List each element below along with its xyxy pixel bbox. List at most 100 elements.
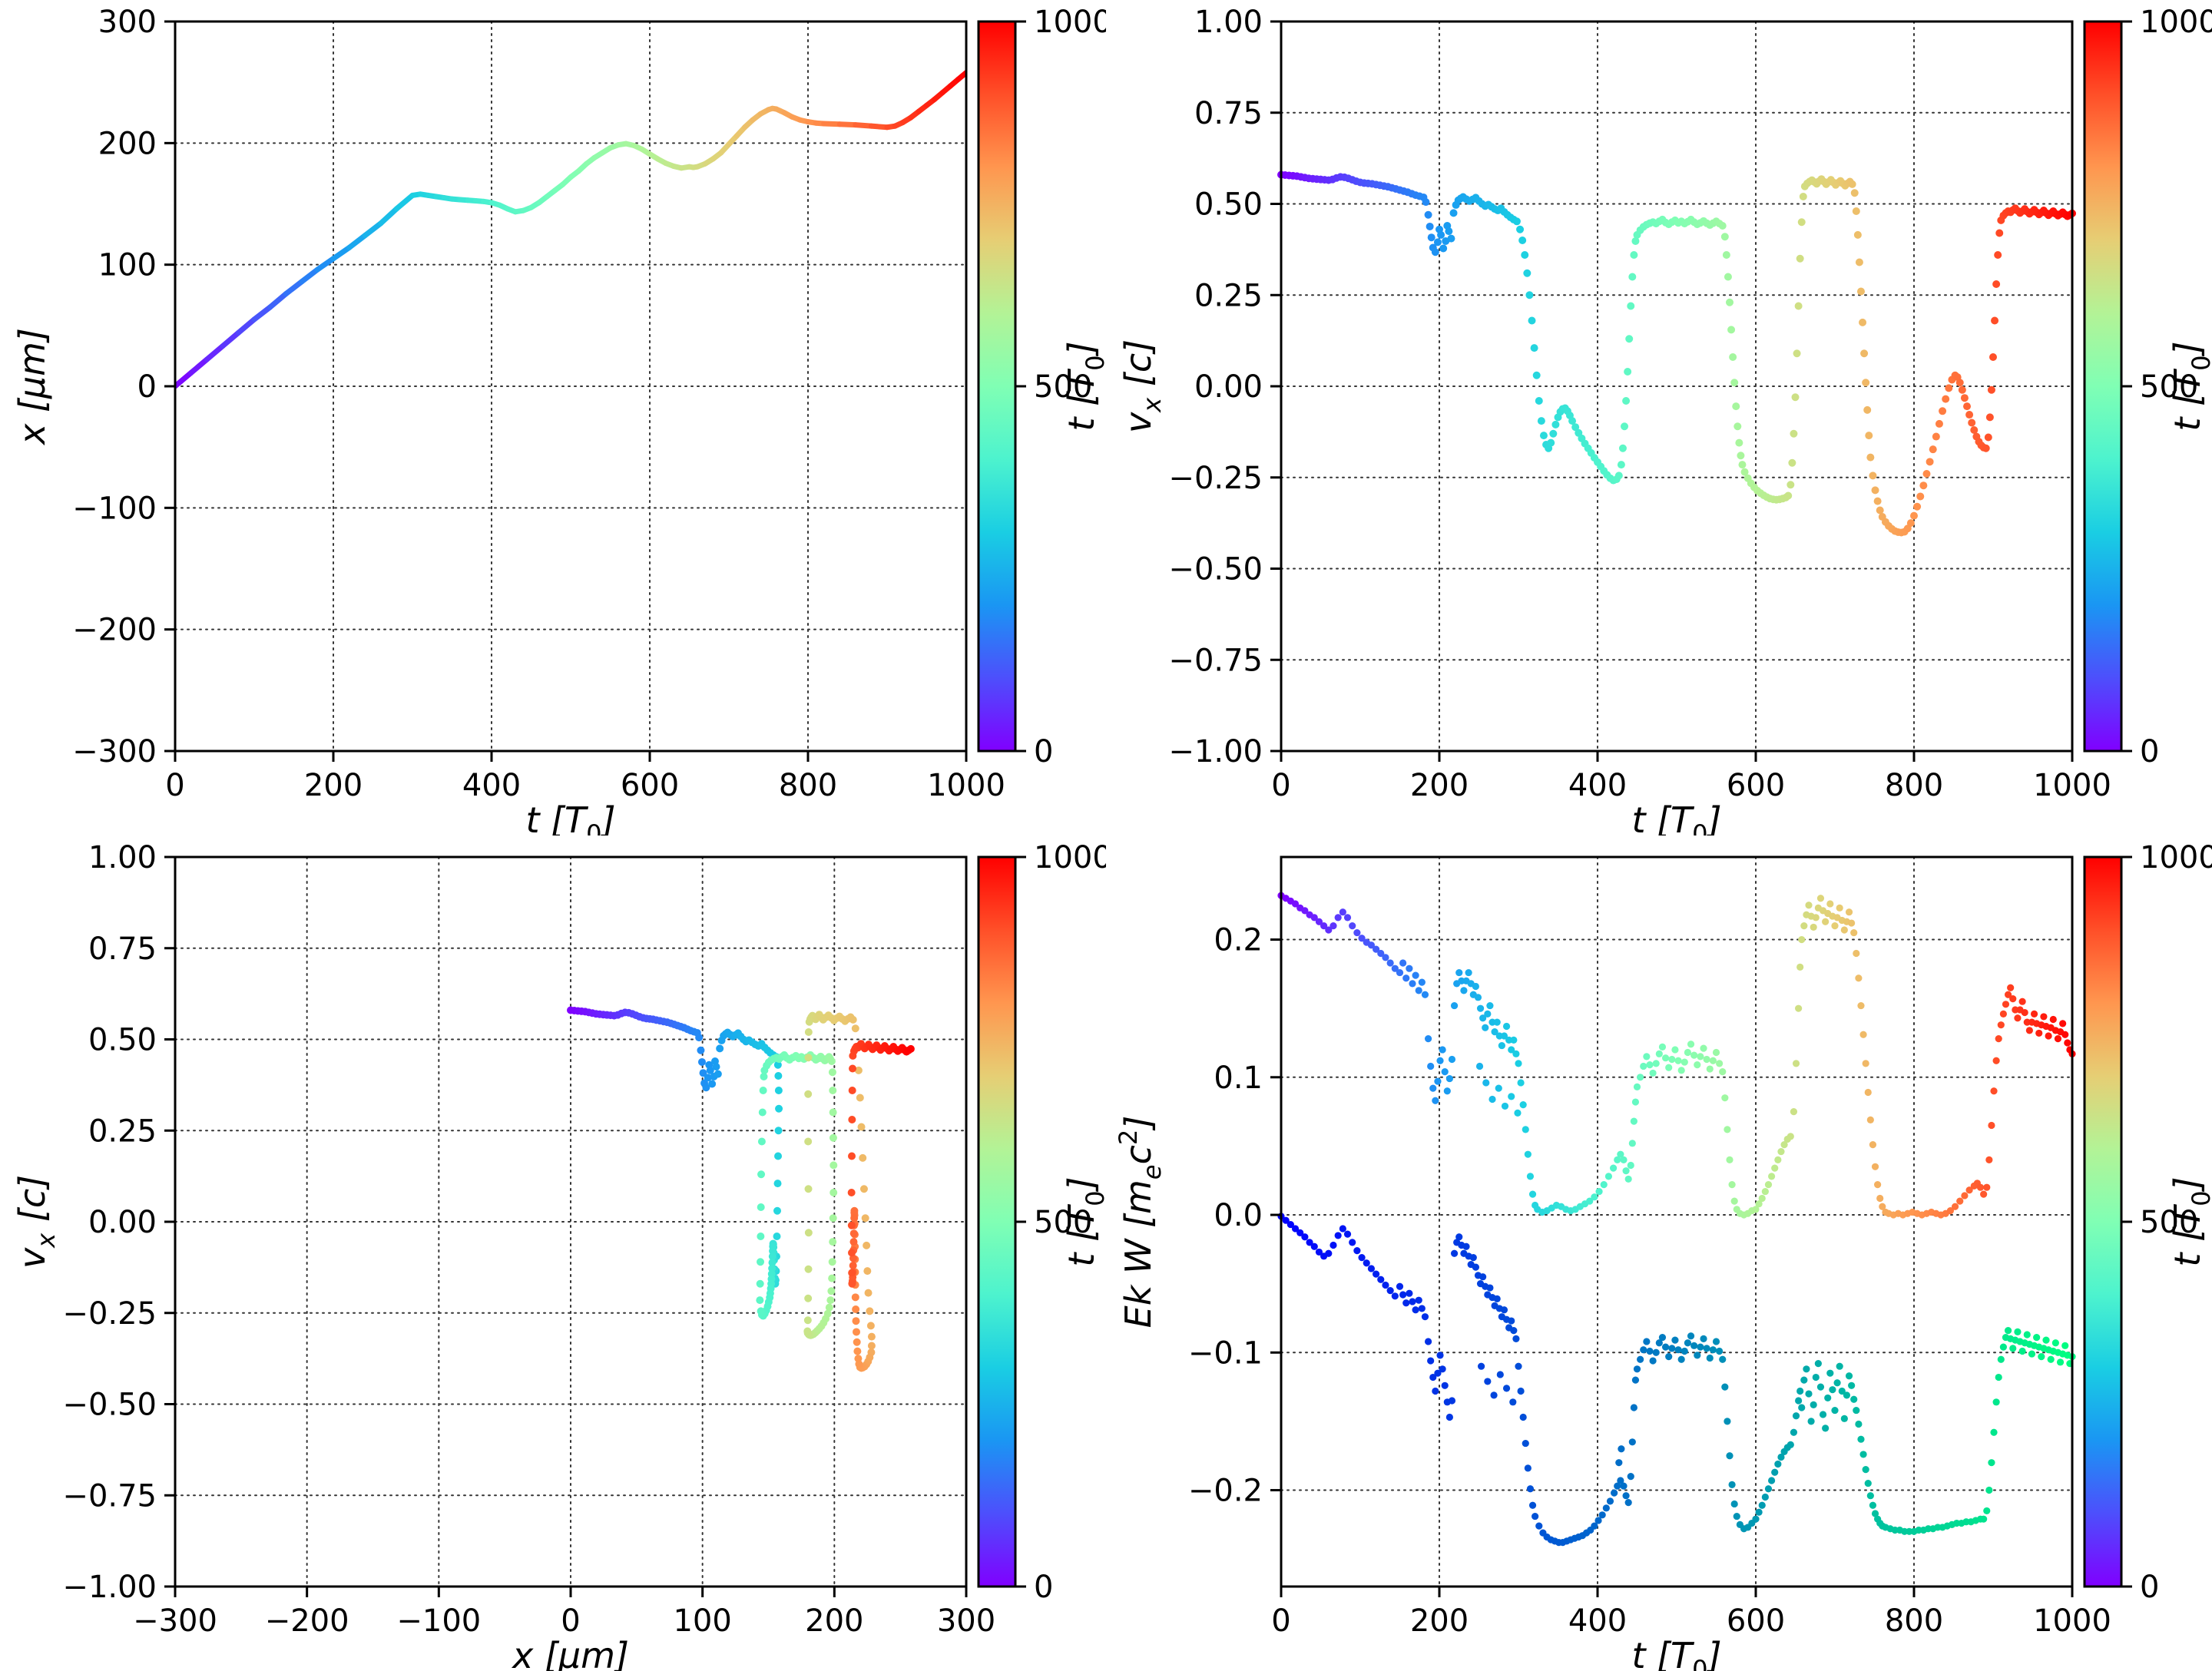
colorbar-tick-label: 500 xyxy=(2140,1205,2198,1240)
data-point xyxy=(1718,222,1727,230)
data-point xyxy=(1810,1401,1817,1408)
data-point xyxy=(1856,287,1865,296)
data-point xyxy=(758,1108,767,1117)
data-point xyxy=(1784,491,1793,500)
data-point xyxy=(1441,1068,1449,1076)
data-point xyxy=(1443,1087,1451,1095)
data-point xyxy=(847,1189,856,1196)
colorbar-tick-label: 500 xyxy=(1034,1205,1092,1240)
tick-labels: 0 200 400 600 800 1000 1.00 0.75 0.50 0.25 0.00 −0.… xyxy=(1168,5,2111,803)
data-point xyxy=(1963,402,1972,411)
data-point xyxy=(863,1241,871,1249)
data-point xyxy=(1665,1064,1673,1071)
data-point xyxy=(1432,1387,1439,1395)
data-point xyxy=(1777,1453,1785,1461)
data-point xyxy=(1631,1376,1640,1384)
data-point xyxy=(1790,429,1798,438)
colorbar-label: t [T0] xyxy=(1061,1176,1106,1266)
data-point xyxy=(1796,963,1804,971)
data-point xyxy=(1528,1190,1537,1198)
data-point xyxy=(1853,1406,1860,1415)
x-axis-label: x [μm] xyxy=(511,1635,629,1671)
data-point xyxy=(2014,1328,2022,1335)
data-point xyxy=(1800,1376,1808,1384)
grid xyxy=(1280,21,2073,752)
data-point xyxy=(1850,1395,1858,1403)
y-tick-label: 0.50 xyxy=(1194,187,1263,223)
data-point xyxy=(1764,1485,1773,1493)
data-point xyxy=(2009,995,2017,1003)
data-point xyxy=(830,1161,838,1170)
y-tick-label: 0.75 xyxy=(1194,96,1263,131)
data-point xyxy=(828,1258,836,1266)
data-point xyxy=(864,1289,873,1297)
data-point xyxy=(1418,1305,1426,1312)
data-point xyxy=(695,1034,704,1042)
data-point xyxy=(1970,426,1979,434)
x-tick-label: 800 xyxy=(1885,768,1943,803)
data-point xyxy=(1658,1043,1667,1051)
colorbar xyxy=(2083,20,2123,753)
data-point xyxy=(2021,1008,2028,1017)
plot-spines xyxy=(1280,855,2074,1588)
data-point xyxy=(1448,1397,1456,1405)
colorbar-ticks xyxy=(1015,20,1026,753)
data-point xyxy=(1876,506,1884,515)
data-point xyxy=(1697,1053,1704,1061)
data-point xyxy=(1716,1060,1724,1067)
data-point xyxy=(1630,251,1638,259)
data-point xyxy=(1871,1510,1879,1517)
data-point xyxy=(1726,1156,1734,1163)
data-point xyxy=(702,1084,710,1092)
data-point xyxy=(1997,1355,2005,1363)
data-point xyxy=(1859,1451,1867,1458)
scatter-series-Ek xyxy=(1277,892,2076,1219)
colorbar-tick-labels: 0 500 1000 xyxy=(1034,840,1106,1605)
data-point xyxy=(1786,1441,1794,1448)
line-segment xyxy=(235,316,257,336)
data-point xyxy=(1850,928,1858,937)
data-point xyxy=(1524,1150,1532,1158)
x-tick-label: 300 xyxy=(937,1603,995,1639)
line-segment xyxy=(362,220,384,239)
data-point xyxy=(2002,1001,2010,1008)
data-point xyxy=(1874,1181,1882,1189)
data-point xyxy=(1482,1024,1489,1031)
data-point xyxy=(1484,1010,1492,1017)
colorbar-ticks xyxy=(2121,20,2132,753)
data-point xyxy=(853,1338,861,1346)
line-segment xyxy=(314,256,336,273)
data-point xyxy=(1826,900,1834,908)
data-point xyxy=(1631,1098,1640,1106)
data-point xyxy=(1730,1197,1738,1205)
data-point xyxy=(1790,1108,1798,1116)
data-point xyxy=(804,1137,813,1146)
x-tick-label: 600 xyxy=(1727,1603,1785,1639)
data-point xyxy=(1502,1385,1511,1392)
data-point xyxy=(1848,1381,1856,1389)
data-point xyxy=(1431,248,1439,256)
data-point xyxy=(1677,1067,1685,1074)
data-point xyxy=(1640,1062,1647,1070)
x-tick-label: 1000 xyxy=(2033,1603,2111,1639)
data-point xyxy=(1658,1333,1667,1342)
y-tick-label: −0.75 xyxy=(62,1478,157,1514)
y-tick-label: −0.25 xyxy=(62,1296,157,1332)
data-point xyxy=(1983,1183,1991,1191)
data-point xyxy=(1291,900,1300,908)
data-point xyxy=(1502,1022,1511,1031)
data-point xyxy=(1622,1167,1630,1175)
data-point xyxy=(1829,1386,1836,1394)
data-point xyxy=(1439,1046,1446,1054)
data-point xyxy=(1604,1173,1613,1180)
data-point xyxy=(847,1249,856,1257)
line-segment xyxy=(330,245,353,262)
data-point xyxy=(1528,316,1536,325)
data-point xyxy=(859,1153,867,1162)
data-point xyxy=(1633,1083,1641,1090)
data-point xyxy=(1382,954,1389,961)
data-point xyxy=(768,1264,777,1272)
data-point xyxy=(1687,1332,1695,1340)
data-point xyxy=(1439,244,1448,253)
